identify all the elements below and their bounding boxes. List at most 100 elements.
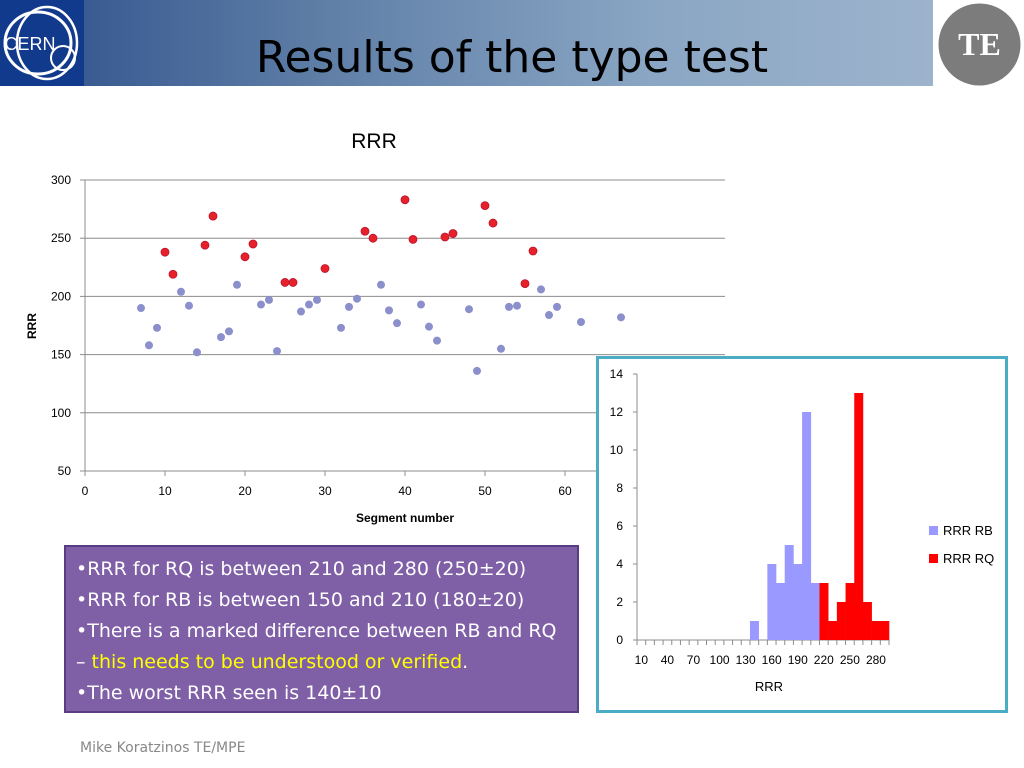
scatter-point-rb	[617, 313, 625, 322]
bullet-difference-highlight: this needs to be understood or verified	[91, 651, 463, 673]
scatter-point-rq	[280, 278, 290, 287]
scatter-point-rq	[240, 252, 250, 262]
te-logo: TE	[938, 3, 1021, 86]
scatter-point-rb	[385, 306, 393, 315]
scatter-point-rq	[448, 229, 458, 238]
histogram-y-tick-label: 12	[610, 405, 624, 419]
scatter-point-rq	[360, 226, 370, 236]
bullet-difference: •There is a marked difference between RB…	[76, 616, 567, 678]
histogram-x-tick-label: 190	[788, 653, 808, 667]
scatter-point-rb	[145, 341, 153, 350]
te-logo-text: TE	[958, 26, 1001, 62]
histogram-x-axis-label: RRR	[755, 679, 783, 694]
scatter-point-rq	[168, 269, 178, 279]
legend-swatch-rq	[929, 553, 938, 563]
scatter-point-rb	[545, 311, 553, 320]
scatter-point-rb	[465, 305, 473, 314]
scatter-title: RRR	[351, 130, 397, 153]
scatter-point-rb	[417, 300, 425, 309]
legend-item-rq: RRR RQ	[929, 544, 994, 572]
scatter-point-rb	[313, 295, 321, 304]
histogram-bar-rq	[845, 583, 855, 640]
scatter-y-tick-label: 50	[58, 464, 72, 478]
scatter-point-rb	[505, 302, 513, 311]
scatter-x-tick-label: 30	[318, 484, 332, 498]
scatter-point-rb	[537, 285, 545, 294]
histogram-bar-rq	[880, 621, 890, 640]
scatter-point-rq	[440, 232, 450, 242]
scatter-point-rq	[520, 279, 530, 288]
histogram-x-tick-label: 70	[687, 653, 701, 667]
scatter-x-tick-label: 0	[82, 484, 89, 498]
histogram-bar-rb	[793, 564, 803, 640]
histogram-x-tick-label: 220	[814, 653, 834, 667]
scatter-x-tick-label: 50	[478, 484, 492, 498]
histogram-y-tick-label: 0	[616, 633, 623, 647]
bullet-rb-range: •RRR for RB is between 150 and 210 (180±…	[76, 589, 525, 611]
scatter-point-rq	[288, 278, 298, 287]
scatter-y-tick-label: 200	[51, 289, 71, 303]
scatter-y-tick-label: 300	[51, 173, 71, 187]
histogram-y-tick-label: 8	[616, 481, 623, 495]
scatter-y-tick-label: 150	[51, 348, 71, 362]
histogram-bar-rb	[767, 564, 777, 640]
histogram-bar-rb	[802, 412, 812, 640]
scatter-y-axis-label: RRR	[25, 313, 39, 339]
slide-title: Results of the type test	[255, 32, 769, 83]
histogram-x-tick-label: 160	[762, 653, 782, 667]
histogram-x-tick-label: 100	[710, 653, 730, 667]
scatter-point-rb	[257, 300, 265, 309]
histogram-bar-rb	[776, 583, 786, 640]
scatter-point-rb	[553, 302, 561, 311]
scatter-point-rq	[200, 240, 210, 250]
histogram-x-tick-label: 250	[840, 653, 860, 667]
scatter-point-rb	[345, 302, 353, 311]
scatter-x-tick-label: 20	[238, 484, 252, 498]
scatter-point-rb	[425, 322, 433, 331]
histogram-bar-rq	[828, 621, 838, 640]
histogram-bar-rb	[784, 545, 794, 640]
scatter-point-rq	[248, 239, 258, 249]
histogram-x-tick-label: 40	[661, 653, 675, 667]
histogram-bar-rq	[862, 602, 872, 640]
scatter-x-tick-label: 10	[158, 484, 172, 498]
scatter-point-rb	[153, 323, 161, 332]
scatter-point-rb	[217, 333, 225, 342]
scatter-point-rb	[265, 295, 273, 304]
scatter-point-rb	[497, 344, 505, 353]
scatter-point-rb	[337, 323, 345, 332]
scatter-point-rb	[233, 280, 241, 289]
scatter-point-rb	[513, 301, 521, 310]
scatter-point-rb	[353, 294, 361, 303]
histogram-x-tick-label: 10	[635, 653, 649, 667]
legend-item-rb: RRR RB	[929, 516, 994, 544]
scatter-point-rb	[225, 327, 233, 336]
bullet-worst-rrr: •The worst RRR seen is 140±10	[76, 682, 382, 704]
histogram-y-tick-label: 4	[616, 557, 623, 571]
scatter-point-rb	[393, 319, 401, 328]
scatter-point-rb	[473, 366, 481, 375]
histogram-x-tick-label: 280	[866, 653, 886, 667]
bullet-difference-end: .	[462, 651, 469, 673]
scatter-point-rq	[480, 201, 490, 211]
scatter-y-tick-label: 100	[51, 406, 71, 420]
scatter-x-tick-label: 40	[398, 484, 412, 498]
histogram-bar-rb	[810, 583, 820, 640]
scatter-point-rb	[433, 336, 441, 345]
scatter-point-rq	[320, 264, 330, 273]
histogram-bar-rq	[819, 583, 829, 640]
footer-author: Mike Koratzinos TE/MPE	[80, 740, 246, 756]
histogram-y-tick-label: 6	[616, 519, 623, 533]
scatter-point-rq	[368, 233, 378, 243]
cern-logo-text: CERN	[4, 34, 55, 54]
scatter-point-rb	[577, 318, 585, 327]
scatter-point-rb	[377, 280, 385, 289]
scatter-point-rq	[528, 246, 538, 256]
histogram-x-tick-label: 130	[736, 653, 756, 667]
scatter-point-rb	[185, 301, 193, 310]
scatter-x-tick-label: 60	[558, 484, 572, 498]
scatter-x-axis-label: Segment number	[356, 511, 454, 525]
rrr-histogram-panel: 0 2 4 6 8 10 12 14 10 40 70 100 130 160 190 220 250 280 R…	[596, 356, 1008, 713]
bullet-difference-text: •There is a marked difference between RB…	[76, 620, 557, 673]
histogram-bar-rb	[749, 621, 759, 640]
